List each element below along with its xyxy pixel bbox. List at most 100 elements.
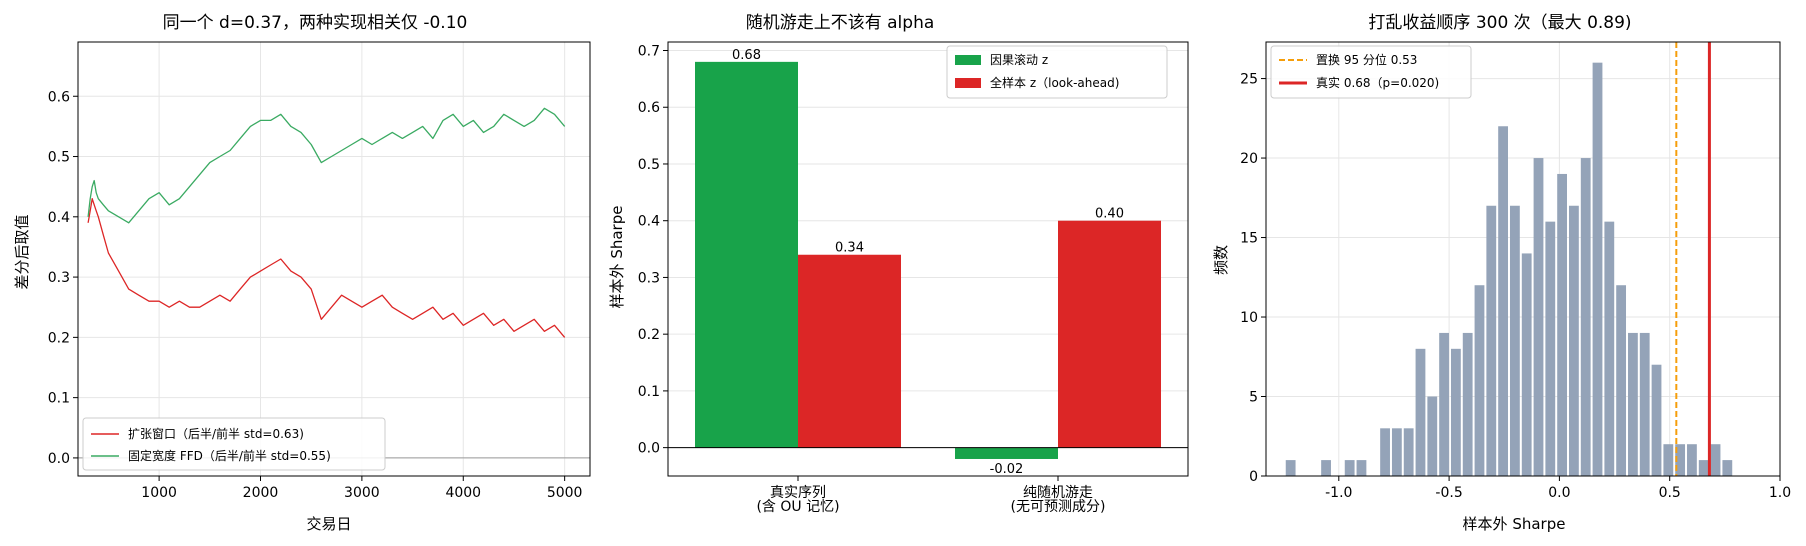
histogram-bar	[1321, 460, 1331, 476]
y-tick-label: 0.5	[48, 150, 70, 166]
histogram-bar	[1380, 428, 1390, 476]
histogram-bar	[1616, 285, 1627, 476]
bar	[695, 61, 798, 448]
legend: 扩张窗口（后半/前半 std=0.63) 固定宽度 FFD（后半/前半 std=…	[82, 417, 386, 471]
y-tick-label: 0.7	[638, 44, 660, 60]
x-tick-label: 4000	[445, 485, 481, 501]
histogram-bar	[1415, 348, 1426, 476]
histogram-bar	[1285, 460, 1296, 476]
y-tick-label: 0.2	[638, 327, 660, 343]
bar	[798, 254, 901, 448]
series-line-fixed-width-ffd	[87, 107, 566, 224]
gridlines	[78, 42, 590, 476]
histogram-bar	[1486, 205, 1497, 476]
histogram-bar	[1403, 428, 1414, 476]
y-tick-label: 0.6	[48, 89, 70, 105]
histogram-bar	[1462, 332, 1473, 476]
bars: 0.68 0.34 -0.02 0.40	[668, 48, 1188, 477]
y-tick-label: 0.4	[638, 214, 660, 230]
bar-chart-panel: 随机游走上不该有 alpha 样本外 Sharpe 0.680.34-0.020…	[608, 13, 1189, 515]
y-tick-label: 15	[1240, 231, 1258, 247]
legend-label-causal: 因果滚动 z	[990, 52, 1048, 67]
legend-label-perm95: 置换 95 分位 0.53	[1316, 52, 1417, 67]
y-tick-label: 25	[1240, 72, 1258, 88]
y-tick-label: 0.0	[638, 441, 660, 457]
y-axis-label: 频数	[1212, 245, 1230, 275]
y-axis-label: 样本外 Sharpe	[608, 206, 626, 309]
histogram-bar	[1557, 173, 1568, 476]
x-tick-label: 3000	[344, 485, 380, 501]
y-tick-label: 5	[1249, 390, 1258, 406]
legend-box	[946, 45, 1168, 99]
x-tick-label: (含 OU 记忆)	[756, 499, 839, 515]
data-label: 0.40	[1095, 207, 1124, 222]
reference-lines	[1675, 42, 1711, 476]
legend: 因果滚动 z 全样本 z（look-ahead)	[946, 45, 1168, 99]
histogram-bar	[1604, 221, 1615, 476]
histogram-panel: 打乱收益顺序 300 次（最大 0.89) 样本外 Sharpe 频数 -1.0…	[1212, 13, 1791, 533]
x-tick-label: -1.0	[1325, 485, 1352, 501]
y-tick-label: 0.3	[48, 270, 70, 286]
histogram-bar	[1722, 460, 1733, 476]
y-tick-label: 0	[1249, 469, 1258, 485]
histogram-bar	[1344, 460, 1355, 476]
y-tick-label: 0.5	[638, 157, 660, 173]
histogram-bar	[1474, 285, 1485, 476]
line-chart-panel: 同一个 d=0.37，两种实现相关仅 -0.10 交易日 差分后取值 1000 2…	[13, 13, 591, 533]
data-label: 0.68	[732, 48, 761, 63]
legend-label-actual: 真实 0.68（p=0.020)	[1316, 75, 1439, 90]
x-tick-label: 0.5	[1659, 485, 1681, 501]
y-tick-label: 0.0	[48, 451, 70, 467]
x-tick-label: 1000	[141, 485, 177, 501]
y-tick-label: 0.3	[638, 270, 660, 286]
histogram-bar	[1450, 348, 1461, 476]
data-label: -0.02	[990, 462, 1024, 477]
series-group	[78, 107, 590, 459]
histogram-bar	[1580, 158, 1591, 477]
histogram-bar	[1439, 332, 1449, 476]
histogram-bar	[1651, 364, 1662, 476]
x-tick-label: (无可预测成分)	[1011, 499, 1106, 515]
plot-frame	[1265, 41, 1781, 477]
legend-swatch-causal	[955, 55, 981, 65]
x-tick-label: 1.0	[1769, 485, 1791, 501]
legend-box	[82, 417, 386, 471]
x-tick-label: 2000	[243, 485, 279, 501]
y-tick-label: 0.4	[48, 210, 70, 226]
y-tick-label: 0.1	[48, 391, 70, 407]
x-tick-label: 真实序列	[770, 485, 826, 501]
y-tick-label: 20	[1240, 151, 1258, 167]
x-axis-label: 样本外 Sharpe	[1463, 515, 1566, 533]
histogram-bar	[1569, 205, 1579, 476]
plot-frame	[667, 41, 1189, 477]
x-tick-label: -0.5	[1435, 485, 1462, 501]
histogram-bar	[1710, 444, 1721, 476]
y-tick-label: 10	[1240, 310, 1258, 326]
legend-label-fullsample: 全样本 z（look-ahead)	[990, 75, 1119, 90]
x-axis-label: 交易日	[306, 515, 351, 533]
histogram-bar	[1628, 332, 1638, 476]
histogram-bar	[1698, 460, 1709, 476]
ticks: 1000 2000 3000 4000 5000 0.0 0.1 0.2 0.3 0.4 0.5 0.…	[48, 89, 583, 501]
y-tick-label: 0.1	[638, 384, 660, 400]
ticks: -1.0 -0.5 0.0 0.5 1.0 0 5 10 15 20 25	[1240, 72, 1791, 501]
histogram-bar	[1533, 158, 1544, 477]
histogram-bar	[1509, 205, 1520, 476]
plot-frame	[77, 41, 591, 477]
histogram-bar	[1675, 444, 1686, 476]
legend-box	[1270, 45, 1472, 99]
bar	[955, 447, 1058, 459]
x-tick-label: 5000	[547, 485, 583, 501]
x-tick-label: 0.0	[1548, 485, 1570, 501]
legend-swatch-fullsample	[955, 78, 981, 88]
legend: 置换 95 分位 0.53 真实 0.68（p=0.020)	[1270, 45, 1472, 99]
legend-label-expanding: 扩张窗口（后半/前半 std=0.63)	[128, 426, 304, 441]
histogram-bar	[1687, 444, 1697, 476]
y-axis-label: 差分后取值	[13, 214, 31, 289]
chart-title: 打乱收益顺序 300 次（最大 0.89)	[1368, 13, 1631, 33]
y-tick-label: 0.2	[48, 330, 70, 346]
data-label: 0.34	[835, 241, 864, 256]
y-tick-label: 0.6	[638, 100, 660, 116]
bar	[1058, 220, 1161, 448]
